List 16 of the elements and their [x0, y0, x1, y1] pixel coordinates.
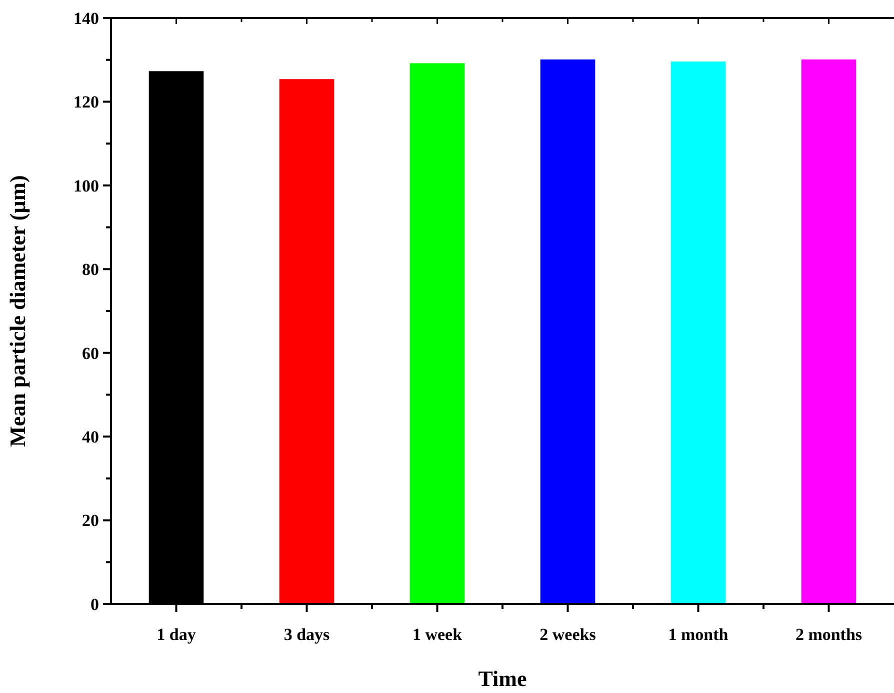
x-axis-title: Time — [478, 666, 527, 691]
x-tick-label: 1 month — [668, 625, 729, 644]
y-tick-label: 0 — [90, 594, 99, 614]
x-tick-label: 3 days — [284, 625, 330, 644]
y-tick-label: 20 — [82, 511, 99, 530]
y-tick-label: 60 — [82, 344, 99, 363]
y-tick-label: 40 — [82, 428, 99, 447]
y-tick-label: 80 — [82, 260, 99, 280]
x-tick-label: 2 weeks — [540, 625, 596, 644]
y-tick-label: 140 — [74, 8, 99, 28]
x-tick-label: 1 week — [412, 625, 463, 644]
y-tick-label: 100 — [74, 176, 99, 196]
x-tick-label: 2 months — [795, 625, 862, 644]
y-tick-label: 120 — [74, 92, 99, 112]
x-tick-label: 1 day — [156, 625, 196, 644]
y-axis-title: Mean particle diameter (μm) — [5, 175, 30, 447]
